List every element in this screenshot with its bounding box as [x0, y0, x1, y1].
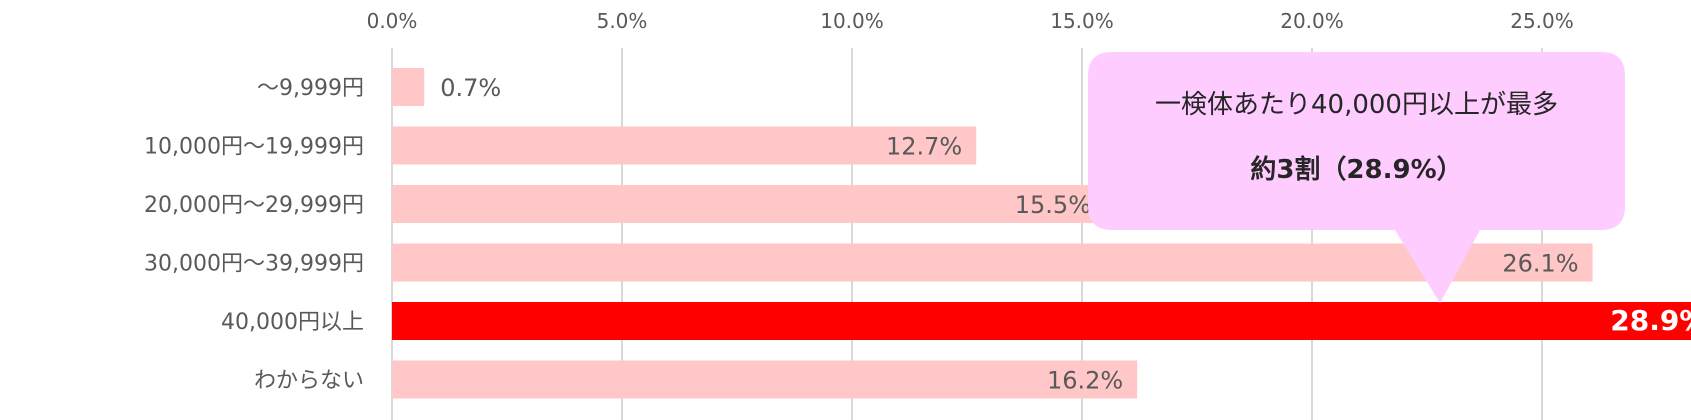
x-tick-label: 5.0%: [597, 9, 648, 33]
x-tick-label: 25.0%: [1510, 9, 1574, 33]
category-label: 10,000円～19,999円: [144, 135, 364, 160]
callout: 一検体あたり40,000円以上が最多 約3割（28.9%）: [1088, 52, 1625, 303]
bars: [392, 68, 1691, 399]
category-label: ～9,999円: [257, 76, 364, 101]
value-labels: 0.7% 12.7% 15.5% 26.1% 28.9% 16.2%: [440, 74, 1691, 395]
bar-highlight: [392, 302, 1691, 340]
value-label: 16.2%: [1047, 367, 1123, 395]
x-tick-label: 15.0%: [1050, 9, 1114, 33]
x-tick-label: 0.0%: [367, 9, 418, 33]
x-tick-label: 20.0%: [1280, 9, 1344, 33]
bar: [392, 68, 425, 106]
category-label: 40,000円以上: [221, 310, 364, 335]
category-label: わからない: [254, 369, 364, 394]
category-label: 30,000円～39,999円: [144, 252, 364, 277]
x-tick-label: 10.0%: [820, 9, 884, 33]
bar: [392, 185, 1105, 223]
value-label: 12.7%: [886, 133, 962, 161]
x-axis-tick-labels: 0.0%5.0%10.0%15.0%20.0%25.0%30.0%: [367, 9, 1574, 33]
value-label: 0.7%: [440, 74, 501, 102]
category-label: 20,000円～29,999円: [144, 193, 364, 218]
category-labels: ～9,999円 10,000円～19,999円 20,000円～29,999円 30,…: [144, 76, 364, 394]
value-label: 15.5%: [1015, 191, 1091, 219]
bar: [392, 243, 1593, 282]
bar: [392, 126, 977, 165]
value-label: 28.9%: [1610, 304, 1691, 337]
bar: [392, 360, 1138, 399]
callout-line1: 一検体あたり40,000円以上が最多: [1155, 90, 1558, 120]
value-label: 26.1%: [1502, 250, 1578, 278]
callout-line2: 約3割（28.9%）: [1250, 154, 1462, 185]
callout-bubble: [1088, 52, 1625, 303]
